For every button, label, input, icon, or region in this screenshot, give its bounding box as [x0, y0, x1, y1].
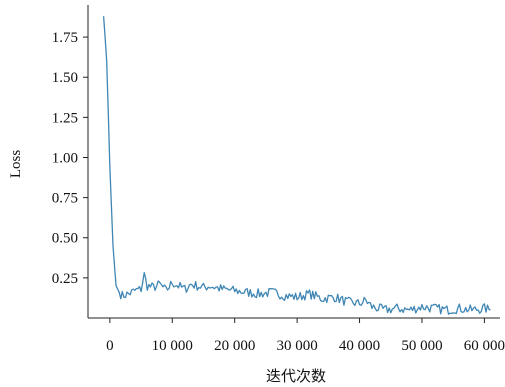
- x-tick-label: 50 000: [401, 338, 442, 354]
- x-axis-label: 迭代次数: [266, 368, 326, 385]
- x-tick-label: 40 000: [339, 338, 380, 354]
- x-tick-label: 0: [106, 338, 114, 354]
- x-tick-label: 20 000: [214, 338, 255, 354]
- y-axis-ticks: 0.25 0.50 0.75 1.00 1.25 1.50 1.75: [52, 30, 88, 287]
- y-tick-label: 0.50: [52, 231, 78, 247]
- plot-area: 0.25 0.50 0.75 1.00 1.25 1.50 1.75 0 10 000 20 0…: [52, 5, 505, 354]
- y-tick-label: 1.50: [52, 70, 78, 86]
- x-tick-label: 30 000: [276, 338, 317, 354]
- x-tick-label: 10 000: [152, 338, 193, 354]
- loss-series-line: [102, 16, 491, 315]
- x-tick-label: 60 000: [464, 338, 505, 354]
- y-tick-label: 1.75: [52, 30, 78, 46]
- y-axis-label: Loss: [8, 150, 24, 179]
- y-tick-label: 0.25: [52, 271, 78, 287]
- y-tick-label: 1.00: [52, 150, 78, 166]
- x-axis-ticks: 0 10 000 20 000 30 000 40 000 50 000 60 000: [106, 318, 505, 354]
- y-tick-label: 1.25: [52, 110, 78, 126]
- y-tick-label: 0.75: [52, 191, 78, 207]
